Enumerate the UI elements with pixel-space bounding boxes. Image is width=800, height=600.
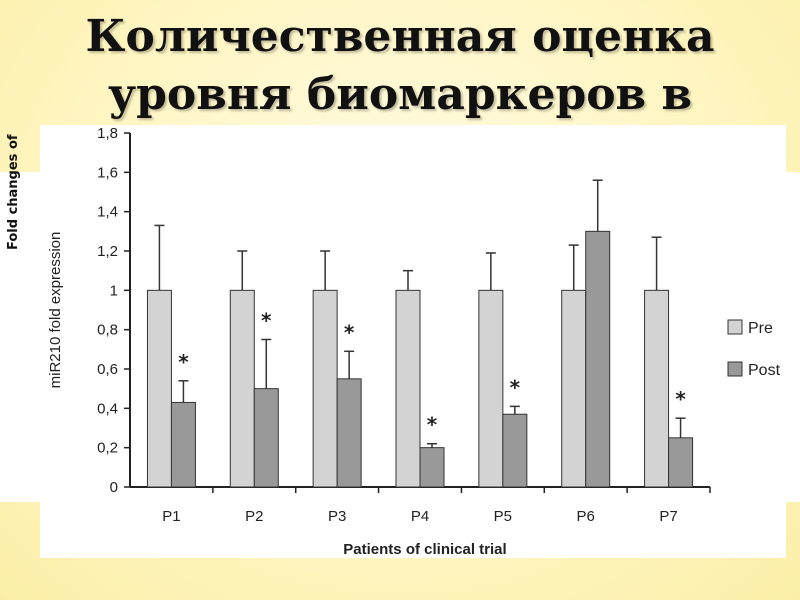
y-axis-title: miR210 fold expression: [47, 232, 64, 389]
bar-post-p4: [419, 447, 445, 488]
significance-marker: *: [675, 387, 686, 411]
bar-post-p7: [668, 437, 694, 488]
significance-marker: *: [344, 320, 355, 344]
y-tick-label: 1: [110, 282, 118, 299]
significance-marker: *: [261, 309, 272, 333]
x-category-label: P1: [162, 508, 180, 525]
legend-label-pre: Pre: [748, 320, 773, 337]
x-axis-title: Patients of clinical trial: [343, 541, 506, 558]
y-tick-label: 1,8: [97, 125, 118, 142]
y-tick-label: 1,6: [97, 164, 118, 181]
significance-marker: *: [510, 375, 521, 399]
x-category-label: P2: [245, 508, 263, 525]
y-tick-label: 0,6: [97, 361, 118, 378]
bar-pre-p3: [312, 289, 338, 488]
y-tick-label: 0: [110, 479, 118, 496]
chart-card: 0 0,2 0,4 0,6 0,8 1 1,2 1,4 1,6 1,8 miR210 fold ex…: [40, 125, 786, 558]
significance-marker: *: [178, 350, 189, 374]
x-category-label: P4: [411, 508, 429, 525]
bar-pre-p4: [395, 289, 421, 488]
y-tick-label: 0,4: [97, 400, 118, 417]
legend-label-post: Post: [748, 362, 781, 379]
y-tick-label: 1,2: [97, 243, 118, 260]
y-tick-label: 0,2: [97, 440, 118, 457]
bar-post-p3: [336, 378, 362, 488]
bar-pre-p1: [146, 289, 172, 488]
legend-swatch-pre: [727, 319, 743, 335]
y-tick-label: 1,4: [97, 204, 118, 221]
legend-swatch-post: [727, 361, 743, 377]
slide-title-line1: Количественная оценка: [85, 11, 715, 62]
bar-post-p2: [253, 388, 279, 488]
bar-post-p6: [585, 230, 611, 488]
x-category-label: P5: [494, 508, 512, 525]
bar-post-p1: [170, 401, 196, 488]
bar-pre-p2: [229, 289, 255, 488]
bar-post-p5: [502, 413, 528, 488]
bar-pre-p7: [644, 289, 670, 488]
bar-chart: 0 0,2 0,4 0,6 0,8 1 1,2 1,4 1,6 1,8 miR210 fold ex…: [47, 125, 781, 558]
slide-title-line2: уровня биомаркеров в: [107, 69, 693, 120]
bar-pre-p5: [478, 289, 504, 488]
x-category-label: P7: [659, 508, 677, 525]
x-category-label: P3: [328, 508, 346, 525]
background-axis-label: Fold changes of: [6, 134, 21, 250]
slide-title: Количественная оценка уровня биомаркеров…: [0, 8, 800, 124]
bar-pre-p6: [561, 289, 587, 488]
x-category-label: P6: [577, 508, 595, 525]
significance-marker: *: [427, 413, 438, 437]
y-tick-label: 0,8: [97, 322, 118, 339]
